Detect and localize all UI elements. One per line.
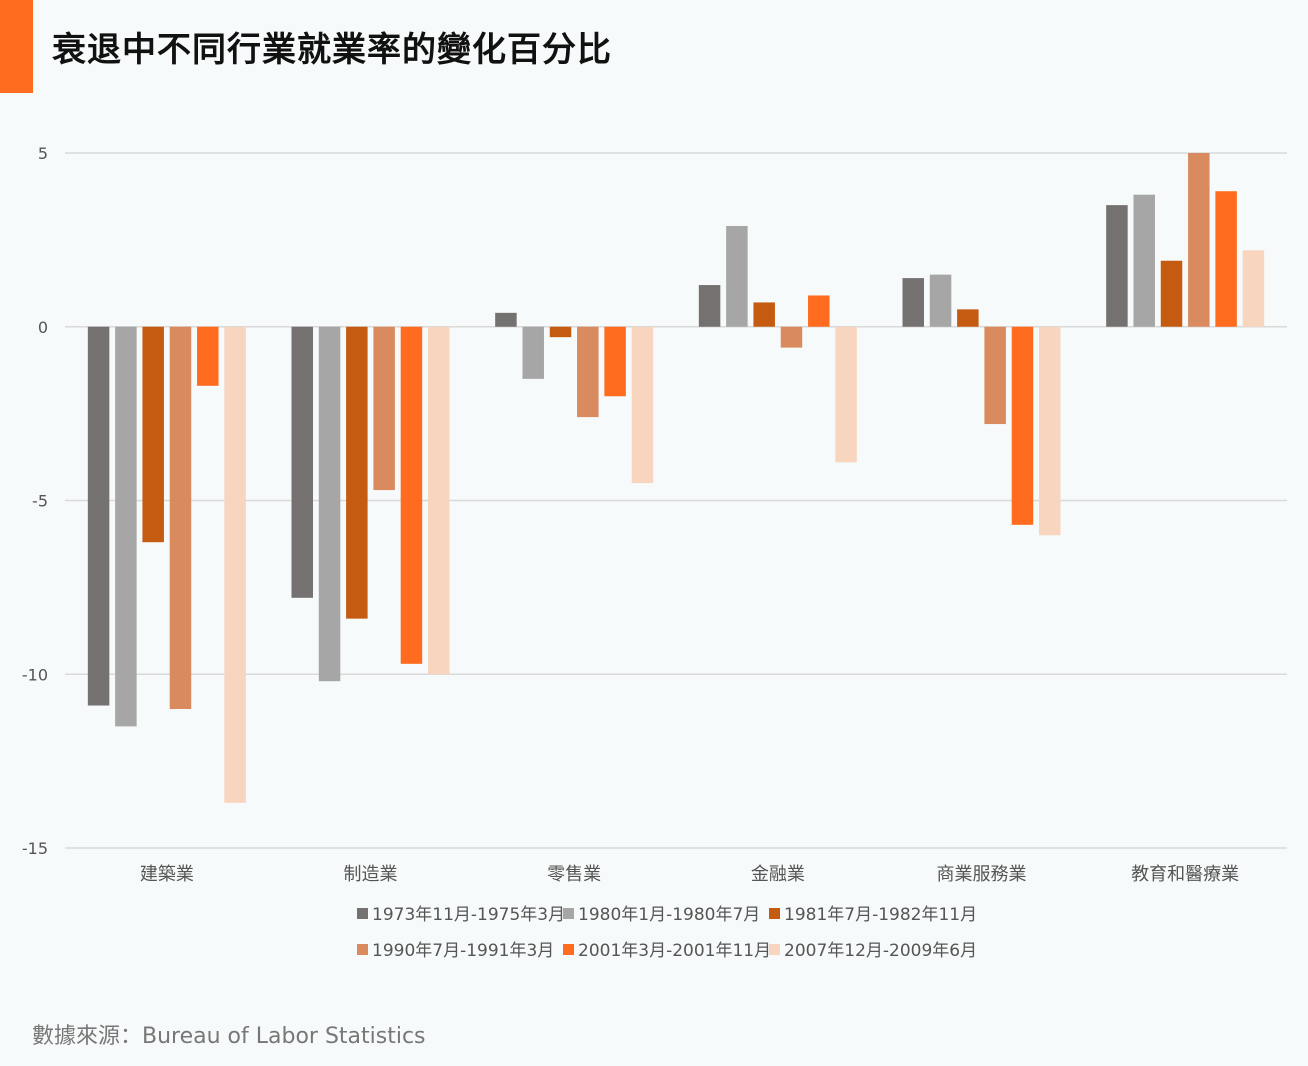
legend-swatch — [357, 944, 368, 955]
bar — [726, 225, 748, 327]
legend-swatch — [563, 908, 574, 919]
y-tick-label: -15 — [22, 839, 48, 858]
bar-chart: 5 0 -5 -10 -15 建築業 制造業 零售業 金融業 商業服務業 教育和醫療業 1973年11… — [22, 144, 1287, 961]
bar — [929, 274, 952, 327]
y-tick-label: 0 — [38, 318, 48, 337]
bar — [142, 326, 164, 543]
y-tick-label: -10 — [22, 665, 48, 684]
bar — [957, 309, 979, 327]
bar — [1011, 326, 1034, 525]
title-accent-bar — [0, 0, 33, 93]
bar — [1188, 153, 1210, 327]
bar — [318, 326, 341, 682]
legend-label: 1981年7月-1982年11月 — [784, 905, 977, 925]
legend-swatch — [563, 944, 574, 955]
legend-swatch — [769, 944, 780, 955]
y-tick-label: -5 — [32, 492, 48, 511]
bar — [698, 285, 721, 327]
bar — [428, 326, 450, 675]
bar — [753, 302, 775, 327]
legend-label: 2001年3月-2001年11月 — [578, 941, 771, 961]
bar — [1039, 326, 1061, 536]
bar — [1160, 260, 1183, 327]
bar — [1215, 191, 1237, 327]
data-source: 數據來源：Bureau of Labor Statistics — [32, 1024, 426, 1049]
legend-label: 1990年7月-1991年3月 — [372, 941, 554, 961]
legend-swatch — [357, 908, 368, 919]
bar — [577, 326, 599, 418]
legend-swatch — [769, 908, 780, 919]
bar — [984, 326, 1006, 425]
x-tick-label: 教育和醫療業 — [1131, 864, 1239, 885]
bar — [400, 326, 423, 664]
bar — [549, 326, 572, 338]
y-tick-label: 5 — [38, 144, 48, 163]
bar — [631, 326, 654, 484]
bar — [495, 312, 517, 327]
x-tick-label: 金融業 — [751, 864, 805, 885]
x-tick-label: 制造業 — [344, 864, 398, 885]
bar — [346, 326, 368, 619]
bar — [1106, 205, 1128, 327]
chart-title: 衰退中不同行業就業率的變化百分比 — [52, 30, 612, 70]
legend-label: 1980年1月-1980年7月 — [578, 905, 760, 925]
bar — [902, 278, 924, 327]
bar — [291, 326, 313, 598]
bar — [808, 295, 830, 327]
bar — [87, 326, 110, 706]
bar — [1242, 250, 1265, 327]
bar — [604, 326, 626, 397]
bar — [1133, 194, 1155, 327]
bar — [224, 326, 246, 803]
legend-label: 2007年12月-2009年6月 — [784, 941, 977, 961]
bar — [169, 326, 192, 709]
bar — [835, 326, 857, 463]
bar — [780, 326, 803, 348]
bar — [522, 326, 544, 379]
bar — [115, 326, 137, 727]
legend-label: 1973年11月-1975年3月 — [372, 905, 565, 925]
x-tick-label: 建築業 — [140, 864, 194, 885]
x-tick-label: 零售業 — [547, 864, 601, 885]
bar — [373, 326, 395, 491]
bar — [197, 326, 219, 386]
x-tick-label: 商業服務業 — [937, 864, 1027, 885]
